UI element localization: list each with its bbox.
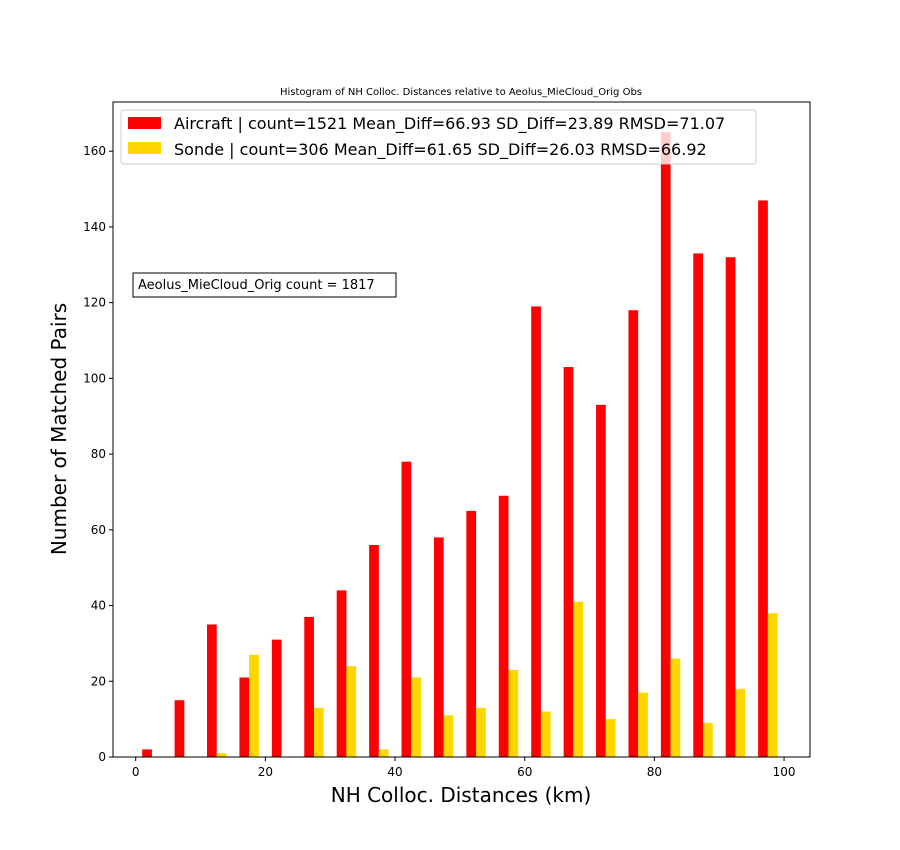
bar-aircraft	[563, 367, 574, 757]
bar-sonde	[703, 722, 713, 757]
y-tick-label: 100	[83, 371, 106, 385]
bars-group	[142, 132, 778, 758]
x-tick-label: 20	[258, 765, 273, 779]
legend-swatch-aircraft	[128, 117, 161, 129]
bar-aircraft	[628, 310, 639, 757]
y-tick-label: 0	[98, 750, 106, 764]
bar-aircraft	[239, 677, 250, 757]
y-tick-label: 80	[91, 447, 106, 461]
bar-sonde	[443, 715, 454, 757]
x-tick-label: 0	[132, 765, 140, 779]
bar-sonde	[314, 707, 324, 757]
legend-swatch-sonde	[128, 142, 161, 154]
y-tick-label: 40	[91, 599, 106, 613]
bar-aircraft	[433, 537, 444, 757]
x-tick-label: 100	[773, 765, 796, 779]
bar-aircraft	[336, 590, 347, 757]
bar-aircraft	[531, 306, 541, 757]
bar-sonde	[476, 707, 486, 757]
bar-aircraft	[369, 544, 379, 757]
y-tick-label: 60	[91, 523, 106, 537]
y-tick-label: 20	[91, 674, 106, 688]
bar-sonde	[378, 749, 389, 757]
bar-aircraft	[401, 461, 412, 757]
bar-aircraft	[725, 257, 736, 757]
bar-sonde	[638, 692, 648, 757]
bar-aircraft	[660, 132, 671, 758]
legend-label-sonde: Sonde | count=306 Mean_Diff=61.65 SD_Dif…	[174, 140, 707, 160]
bar-sonde	[735, 688, 746, 757]
x-tick-label: 60	[517, 765, 532, 779]
y-tick-label: 140	[83, 220, 106, 234]
legend: Aircraft | count=1521 Mean_Diff=66.93 SD…	[120, 109, 757, 165]
bar-aircraft	[142, 749, 152, 757]
plot-frame	[112, 101, 811, 758]
bar-aircraft	[207, 624, 217, 757]
bar-aircraft	[466, 510, 477, 757]
annotation-frame	[132, 272, 397, 298]
bar-aircraft	[304, 616, 314, 757]
annotation-text: Aeolus_MieCloud_Orig count = 1817	[138, 278, 375, 293]
x-axis-label: NH Colloc. Distances (km)	[331, 783, 592, 807]
annotation-box: Aeolus_MieCloud_Orig count = 1817	[132, 272, 397, 298]
x-tick-label: 40	[387, 765, 402, 779]
bar-aircraft	[174, 700, 185, 757]
x-tick-label: 80	[647, 765, 662, 779]
bar-sonde	[605, 719, 616, 757]
bar-sonde	[508, 669, 519, 757]
bar-sonde	[216, 753, 227, 757]
bar-aircraft	[693, 253, 704, 757]
bar-sonde	[249, 654, 259, 757]
y-tick-label: 120	[83, 296, 106, 310]
legend-box	[120, 109, 757, 165]
y-tick-label: 160	[83, 144, 106, 158]
bar-aircraft	[271, 639, 282, 757]
bar-sonde	[411, 677, 421, 757]
y-axis: 0 20 40 60 80 100 120 140 160	[83, 144, 113, 764]
legend-label-aircraft: Aircraft | count=1521 Mean_Diff=66.93 SD…	[174, 114, 725, 134]
bar-sonde	[346, 666, 357, 757]
bar-sonde	[540, 711, 551, 757]
bar-sonde	[573, 601, 584, 757]
bar-sonde	[767, 613, 778, 757]
bar-aircraft	[758, 200, 768, 757]
bar-sonde	[670, 658, 681, 757]
plot-area: 0 20 40 60 80 100 0 20 40 60 80 100 120 140 160	[83, 101, 811, 779]
bar-aircraft	[498, 495, 509, 757]
chart-title: Histogram of NH Colloc. Distances relati…	[280, 87, 642, 98]
x-axis: 0 20 40 60 80 100	[132, 757, 796, 779]
bar-aircraft	[596, 404, 606, 757]
y-axis-label: Number of Matched Pairs	[47, 303, 71, 555]
